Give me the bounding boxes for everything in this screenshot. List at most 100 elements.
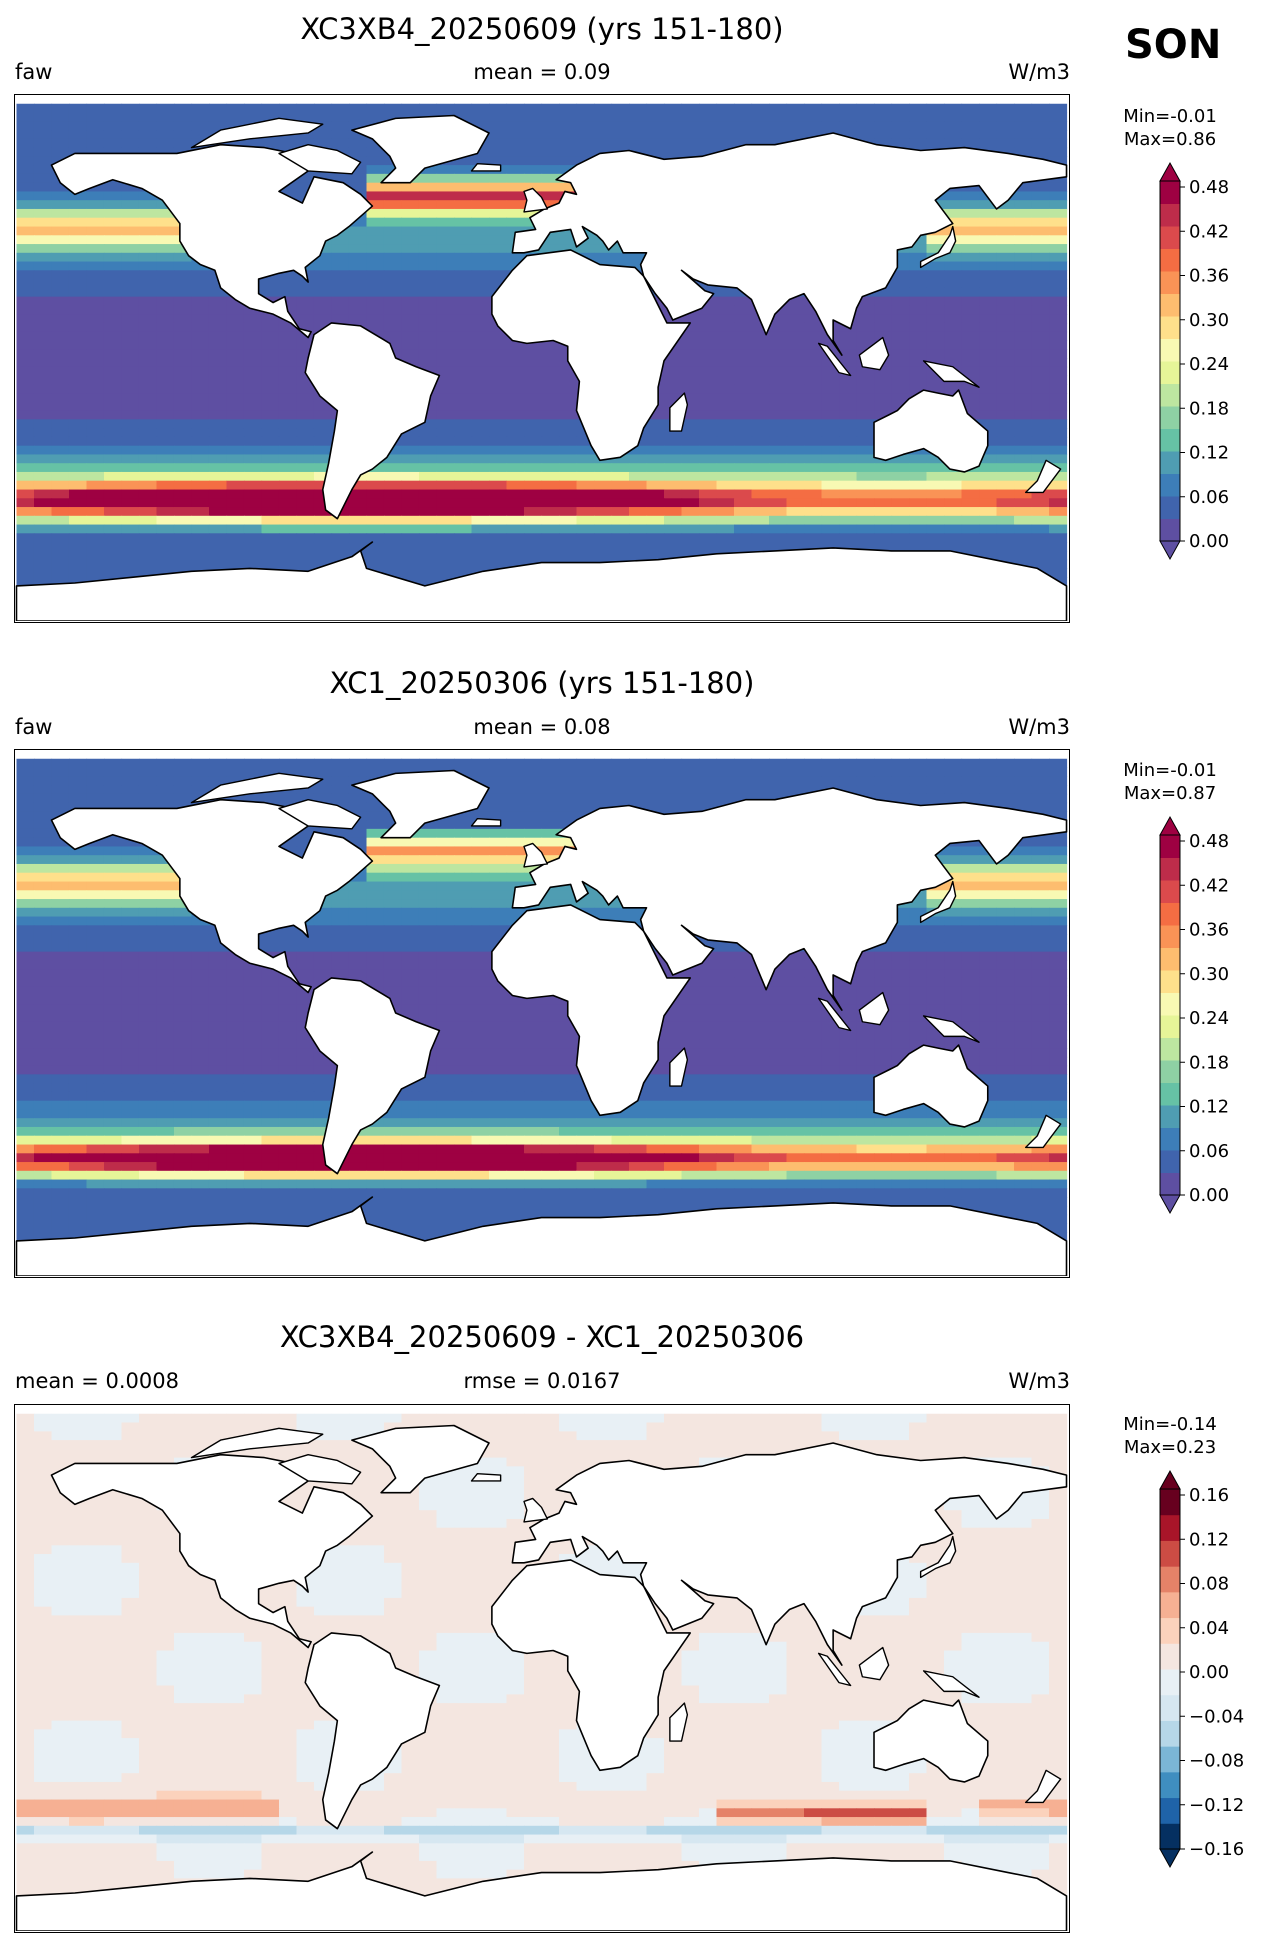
field-cell xyxy=(576,802,595,812)
field-cell xyxy=(1014,515,1033,526)
field-cell xyxy=(944,112,963,122)
field-cell xyxy=(261,542,280,552)
field-cell xyxy=(68,208,88,219)
field-cell xyxy=(313,785,333,795)
field-cell xyxy=(16,226,35,236)
field-cell xyxy=(331,916,350,926)
field-cell xyxy=(734,542,753,552)
field-cell xyxy=(926,314,945,324)
field-cell xyxy=(156,907,175,918)
field-cell xyxy=(471,515,490,526)
field-cell xyxy=(961,977,980,988)
field-cell xyxy=(261,498,280,508)
field-cell xyxy=(226,471,245,482)
field-cell xyxy=(874,375,893,385)
field-cell xyxy=(226,524,245,534)
field-cell xyxy=(16,182,35,193)
field-cell xyxy=(874,498,893,508)
field-cell xyxy=(16,200,35,210)
field-cell xyxy=(716,428,735,438)
field-cell xyxy=(699,960,718,970)
field-cell xyxy=(86,375,105,385)
field-cell xyxy=(804,542,823,552)
field-cell xyxy=(541,428,560,438)
field-cell xyxy=(208,322,228,333)
field-cell xyxy=(313,542,333,552)
field-cell xyxy=(1049,314,1068,324)
field-cell xyxy=(786,410,805,420)
field-cell xyxy=(121,977,140,988)
field-cell xyxy=(296,296,315,306)
field-cell xyxy=(103,925,123,935)
field-cell xyxy=(103,890,123,900)
field-cell xyxy=(453,758,473,769)
field-cell xyxy=(891,138,910,149)
field-cell xyxy=(961,235,980,245)
field-cell xyxy=(1031,261,1050,271)
field-cell xyxy=(734,314,753,324)
field-cell xyxy=(138,846,158,856)
field-cell xyxy=(16,986,35,997)
field-cell xyxy=(68,550,88,561)
field-cell xyxy=(926,776,945,786)
field-cell xyxy=(576,550,595,561)
field-cell xyxy=(961,358,980,368)
field-cell xyxy=(278,542,298,552)
field-cell xyxy=(1014,471,1033,482)
field-cell xyxy=(856,524,875,534)
field-cell xyxy=(541,147,560,157)
field-cell xyxy=(436,846,455,856)
field-cell xyxy=(453,855,473,865)
field-cell xyxy=(33,463,53,473)
field-cell xyxy=(1031,942,1050,953)
field-cell xyxy=(734,471,753,482)
field-cell xyxy=(471,182,490,193)
field-cell xyxy=(103,428,123,438)
field-cell xyxy=(121,261,140,271)
field-cell xyxy=(1031,802,1050,812)
field-cell xyxy=(734,305,753,315)
field-cell xyxy=(804,507,823,517)
field-cell xyxy=(16,191,35,201)
field-cell xyxy=(1031,758,1050,769)
field-cell xyxy=(996,855,1015,865)
field-cell xyxy=(138,349,158,359)
field-cell xyxy=(33,384,53,394)
field-cell xyxy=(1031,960,1050,970)
field-cell xyxy=(471,191,490,201)
field-cell xyxy=(594,767,613,777)
field-cell xyxy=(138,138,158,149)
field-cell xyxy=(383,182,403,193)
field-cell xyxy=(769,515,788,526)
field-cell xyxy=(699,349,718,359)
field-cell xyxy=(891,498,910,508)
field-cell xyxy=(313,314,333,324)
field-cell xyxy=(716,977,735,988)
field-cell xyxy=(979,296,998,306)
field-cell xyxy=(16,305,35,315)
field-cell xyxy=(541,340,560,350)
field-cell xyxy=(471,881,490,891)
field-cell xyxy=(156,401,175,412)
field-cell xyxy=(646,138,665,149)
field-cell xyxy=(506,173,525,184)
field-cell xyxy=(436,200,455,210)
field-cell xyxy=(138,960,158,970)
field-cell xyxy=(33,533,53,543)
field-cell xyxy=(383,559,403,569)
field-cell xyxy=(366,811,385,821)
field-cell xyxy=(909,296,928,306)
field-cell xyxy=(436,296,455,306)
field-cell xyxy=(383,899,403,909)
field-cell xyxy=(86,568,105,578)
field-cell xyxy=(664,507,683,517)
field-cell xyxy=(471,934,490,944)
field-cell xyxy=(769,375,788,385)
field-cell xyxy=(874,401,893,412)
field-cell xyxy=(664,454,683,464)
field-cell xyxy=(559,410,578,420)
field-cell xyxy=(156,542,175,552)
field-cell xyxy=(296,515,315,526)
field-cell xyxy=(594,463,613,473)
field-cell xyxy=(1031,542,1050,552)
